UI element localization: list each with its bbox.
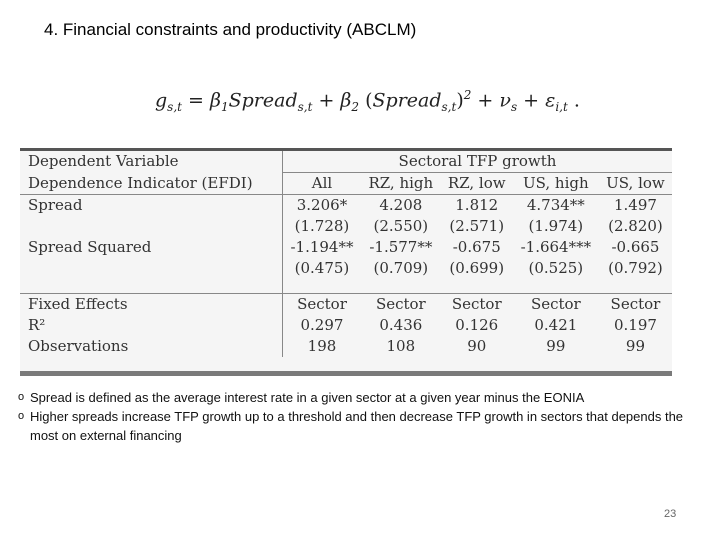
table-cell: -0.665 [611,238,660,256]
bullet-item: o Higher spreads increase TFP growth up … [18,407,708,445]
column-header-row: Dependence Indicator (EFDI) All RZ, high… [20,172,672,195]
row-label: Observations [28,337,129,355]
table-cell: 0.297 [281,315,361,336]
table-cell: 99 [546,337,566,355]
dependent-variable-label: Dependent Variable [28,152,179,171]
table-cell: 0.197 [613,316,657,334]
table-cell: Sector [281,293,361,315]
table-row: (0.475) (0.709) (0.699) (0.525) (0.792) [20,258,672,279]
table-cell: 0.436 [379,316,423,334]
table-cell: (2.550) [373,217,429,235]
table-cell: (2.820) [608,217,663,235]
table-cell: 1.812 [440,194,513,216]
table-cell: 0.421 [534,316,578,334]
bullet-marker: o [18,410,25,422]
table-cell: 90 [467,337,487,355]
table-row: Observations 198 108 90 99 99 [20,336,672,357]
row-label: Spread [28,196,83,214]
table-cell: -1.194** [281,237,361,258]
column-header: RZ, low [447,174,506,192]
column-header: US, high [523,174,589,192]
table-cell: (2.571) [449,217,505,235]
dependent-variable-value: Sectoral TFP growth [282,151,672,173]
table-row: R² 0.297 0.436 0.126 0.421 0.197 [20,315,672,336]
page-number: 23 [664,508,677,520]
table-cell: (1.974) [528,217,584,235]
table-cell: (0.699) [449,259,505,277]
slide-title: 4. Financial constraints and productivit… [44,20,417,39]
bullet-item: o Spread is defined as the average inter… [18,388,708,407]
table-cell: Sector [375,295,426,313]
regression-table: Dependent Variable Sectoral TFP growth D… [20,148,672,376]
table-cell: (0.525) [528,259,584,277]
bullet-list: o Spread is defined as the average inter… [18,388,708,445]
table-cell: (0.709) [373,259,429,277]
table-row: Spread 3.206* 4.208 1.812 4.734** 1.497 [20,194,672,216]
table-cell: 1.497 [598,194,672,216]
row-label: R² [28,316,46,334]
table-cell: (1.728) [281,216,361,237]
regression-equation: gs,t = β1Spreads,t + β2 (Spreads,t)2 + ν… [155,88,580,115]
table-cell: (0.475) [281,258,361,279]
table-cell: 198 [281,336,361,357]
table-row: Fixed Effects Sector Sector Sector Secto… [20,293,672,315]
row-label [20,258,283,279]
row-label [20,216,283,237]
table-cell: -0.675 [452,238,501,256]
column-header: RZ, high [368,174,434,192]
column-header: US, low [606,174,665,192]
row-label: Fixed Effects [28,295,128,313]
table-cell: 108 [386,337,416,355]
table-cell: -1.664*** [520,238,592,256]
table-cell: (0.792) [608,259,663,277]
table-row: (1.728) (2.550) (2.571) (1.974) (2.820) [20,216,672,237]
table-cell: 0.126 [455,316,499,334]
table-cell: Sector [451,295,502,313]
dependent-variable-row: Dependent Variable Sectoral TFP growth [20,151,672,173]
table-cell: 4.208 [360,194,441,216]
table-cell: 4.734** [512,194,599,216]
table-spacer [20,279,672,294]
column-header: All [281,172,361,195]
table-row: Spread Squared -1.194** -1.577** -0.675 … [20,237,672,258]
bullet-text: Spread is defined as the average interes… [30,390,585,405]
table-cell: Sector [530,295,581,313]
table-cell: 3.206* [281,194,361,216]
bullet-marker: o [18,391,25,403]
table-cell: 99 [625,337,645,355]
table-cell: Sector [610,295,661,313]
indicator-label: Dependence Indicator (EFDI) [28,173,253,192]
row-label: Spread Squared [28,238,152,256]
bullet-text: Higher spreads increase TFP growth up to… [30,409,684,443]
table-cell: -1.577** [369,238,433,256]
